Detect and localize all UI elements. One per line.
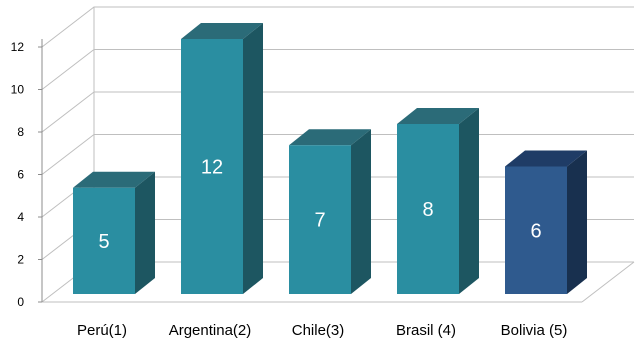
gridline-8: [41, 91, 634, 133]
bar-2: 12: [181, 23, 263, 294]
bar-front: [397, 124, 459, 294]
bar-side: [243, 23, 263, 294]
floor-right-edge: [581, 261, 635, 303]
bar-top: [505, 150, 587, 167]
bar-4: 8: [397, 108, 479, 294]
bar-5: 6: [505, 150, 587, 294]
gridline-10: [41, 49, 634, 90]
y-tick-label: 8: [17, 125, 24, 139]
bar-top: [181, 23, 263, 39]
data-label: 6: [530, 220, 541, 242]
y-tick-label: 6: [17, 168, 24, 182]
bar-front: [505, 166, 567, 294]
bar-side: [135, 171, 155, 294]
bar-top: [73, 171, 155, 188]
category-label: Argentina(2): [169, 322, 252, 339]
y-tick-label: 12: [11, 40, 25, 54]
y-axis: 0 2 4 6 8 10 12: [11, 39, 43, 309]
bar-1: 5: [73, 171, 155, 294]
bar-front: [181, 39, 243, 294]
bar-side: [459, 108, 479, 294]
bar-front: [289, 145, 351, 294]
bar-top: [397, 108, 479, 124]
bar-side: [567, 150, 587, 294]
category-label: Bolivia (5): [501, 322, 568, 339]
bar-3: 7: [289, 129, 371, 294]
bar-side: [351, 129, 371, 294]
category-label: Chile(3): [292, 322, 345, 339]
y-tick-label: 0: [17, 295, 24, 309]
data-label: 7: [314, 210, 325, 232]
y-tick-label: 2: [17, 253, 24, 267]
y-tick-label: 10: [11, 83, 25, 97]
y-tick-label: 4: [17, 210, 24, 224]
gridline-12: [41, 6, 634, 48]
category-label: Brasil (4): [396, 322, 456, 339]
bar-front: [73, 187, 135, 294]
category-label: Perú(1): [77, 322, 127, 339]
data-label: 12: [201, 157, 223, 179]
data-label: 8: [422, 199, 433, 221]
data-label: 5: [98, 231, 109, 253]
category-labels: Perú(1) Argentina(2) Chile(3) Brasil (4) Bol…: [77, 322, 567, 339]
bars: 5 12 7 8 6: [73, 23, 587, 294]
bar-top: [289, 129, 371, 146]
